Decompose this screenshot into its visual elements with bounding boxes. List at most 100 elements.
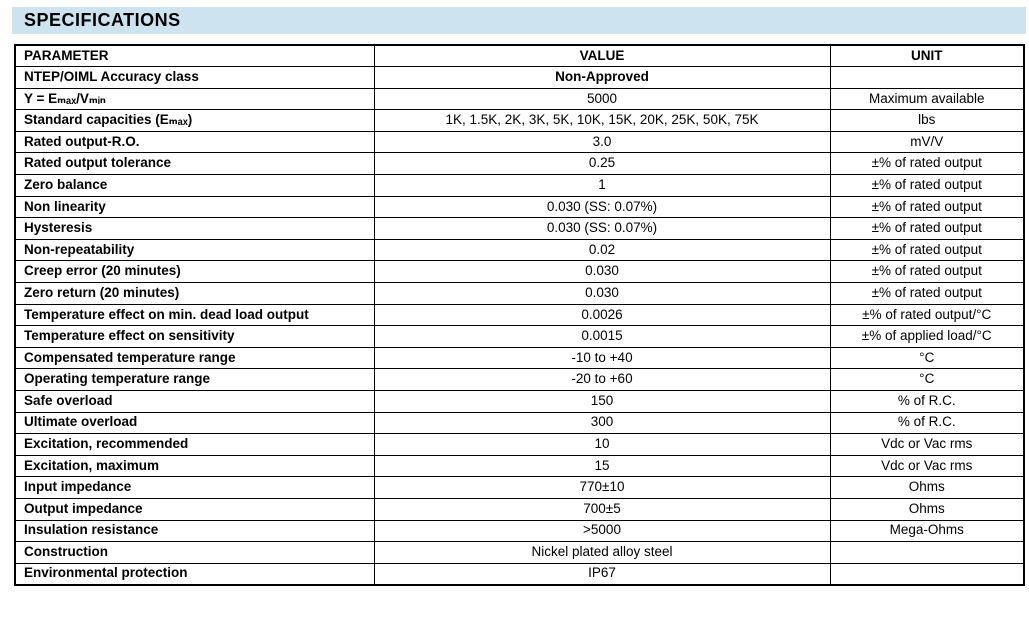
value-cell: 700±5 [373,497,831,521]
value-cell: 0.02 [373,238,831,262]
unit-cell: Maximum available [829,87,1025,111]
table-row: Output impedance 700±5 Ohms [14,497,1025,521]
table-row: Creep error (20 minutes) 0.030 ±% of rated… [14,260,1025,284]
table-row: Operating temperature range -20 to +60 °C [14,368,1025,391]
value-cell: -10 to +40 [373,346,831,370]
unit-cell: ±% of rated output/°C [829,303,1025,327]
value-cell: 300 [373,411,831,435]
unit-cell: mV/V [829,130,1025,154]
table-row: Safe overload 150% of R.C. [14,390,1025,413]
value-cell: 0.0026 [373,303,831,327]
spec-table-body: NTEP/OIML Accuracy class Non-Approved Y = … [14,66,1025,586]
table-row: Non linearity 0.030 (SS: 0.07%) ±% of rate… [14,195,1025,219]
value-cell: 5000 [373,87,831,111]
unit-cell: ±% of rated output [829,152,1025,176]
unit-cell: % of R.C. [829,390,1025,413]
value-cell: >5000 [373,519,831,543]
unit-cell: ±% of rated output [829,174,1025,197]
value-cell: 150 [373,390,831,413]
section-header-band: SPECIFICATIONS [12,7,1026,34]
unit-cell: Vdc or Vac rms [829,454,1025,478]
value-cell: 0.030 (SS: 0.07%) [373,195,831,219]
param-cell: Rated output-R.O. [14,130,375,154]
unit-cell: lbs [829,109,1025,132]
param-cell: Insulation resistance [14,519,375,543]
table-row: Excitation, recommended 10 Vdc or Vac rms [14,433,1025,456]
param-cell: Non-repeatability [14,238,375,262]
param-cell: Output impedance [14,497,375,521]
table-row: Temperature effect on sensitivity 0.0015 ±… [14,325,1025,348]
value-cell: 0.030 [373,282,831,305]
param-cell: Input impedance [14,476,375,499]
param-cell: Excitation, recommended [14,433,375,456]
unit-cell: Ohms [829,497,1025,521]
param-cell: Hysteresis [14,217,375,240]
param-cell: Zero return (20 minutes) [14,282,375,305]
table-row: Temperature effect on min. dead load out… [14,303,1025,327]
param-cell: Excitation, maximum [14,454,375,478]
unit-cell [829,562,1025,586]
unit-cell [829,66,1025,89]
unit-cell: ±% of rated output [829,260,1025,284]
table-row: Environmental protection IP67 [14,562,1025,586]
table-row: Zero balance 1 ±% of rated output [14,174,1025,197]
table-row: Rated output-R.O. 3.0 mV/V [14,130,1025,154]
value-cell: Non-Approved [373,66,831,89]
table-row: Hysteresis 0.030 (SS: 0.07%) ±% of rated o… [14,217,1025,240]
table-row: Standard capacities (Eₘₐₓ) 1K, 1.5K, 2K, … [14,109,1025,132]
param-cell: Safe overload [14,390,375,413]
param-cell: Ultimate overload [14,411,375,435]
value-cell: 0.0015 [373,325,831,348]
unit-cell: °C [829,368,1025,391]
value-cell: -20 to +60 [373,368,831,391]
value-cell: IP67 [373,562,831,586]
unit-cell: ±% of rated output [829,217,1025,240]
value-cell: 1 [373,174,831,197]
unit-cell: ±% of rated output [829,195,1025,219]
column-header-parameter: PARAMETER [14,44,375,68]
unit-cell: Vdc or Vac rms [829,433,1025,456]
table-row: Insulation resistance >5000 Mega-Ohms [14,519,1025,543]
value-cell: 10 [373,433,831,456]
param-cell: Non linearity [14,195,375,219]
page-title: SPECIFICATIONS [24,10,181,30]
unit-cell: ±% of rated output [829,238,1025,262]
table-row: Ultimate overload 300% of R.C. [14,411,1025,435]
unit-cell: ±% of rated output [829,282,1025,305]
value-cell: Nickel plated alloy steel [373,541,831,564]
unit-cell: °C [829,346,1025,370]
param-cell: Construction [14,541,375,564]
table-row: Zero return (20 minutes) 0.030 ±% of rated… [14,282,1025,305]
specifications-table: PARAMETER VALUE UNIT NTEP/OIML Accuracy … [14,44,1025,586]
value-cell: 0.25 [373,152,831,176]
unit-cell: Mega-Ohms [829,519,1025,543]
value-cell: 3.0 [373,130,831,154]
value-cell: 15 [373,454,831,478]
unit-cell [829,541,1025,564]
value-cell: 770±10 [373,476,831,499]
param-cell: Creep error (20 minutes) [14,260,375,284]
param-cell: Temperature effect on min. dead load out… [14,303,375,327]
table-row: Non-repeatability 0.02 ±% of rated output [14,238,1025,262]
unit-cell: % of R.C. [829,411,1025,435]
value-cell: 1K, 1.5K, 2K, 3K, 5K, 10K, 15K, 20K, 25K… [373,109,831,132]
table-row: NTEP/OIML Accuracy class Non-Approved [14,66,1025,89]
table-row: Construction Nickel plated alloy steel [14,541,1025,564]
param-cell: Operating temperature range [14,368,375,391]
table-row: Compensated temperature range -10 to +40 °… [14,346,1025,370]
value-cell: 0.030 [373,260,831,284]
column-header-unit: UNIT [829,44,1025,68]
column-header-value: VALUE [373,44,831,68]
param-cell: Standard capacities (Eₘₐₓ) [14,109,375,132]
table-row: Excitation, maximum 15 Vdc or Vac rms [14,454,1025,478]
unit-cell: Ohms [829,476,1025,499]
value-cell: 0.030 (SS: 0.07%) [373,217,831,240]
table-row: Input impedance 770±10 Ohms [14,476,1025,499]
param-cell: Environmental protection [14,562,375,586]
param-cell: Rated output tolerance [14,152,375,176]
param-cell: NTEP/OIML Accuracy class [14,66,375,89]
table-row: Rated output tolerance 0.25 ±% of rated ou… [14,152,1025,176]
table-row: Y = Eₘₐₓ/Vₘᵢₙ 5000 Maximum available [14,87,1025,111]
param-cell: Compensated temperature range [14,346,375,370]
